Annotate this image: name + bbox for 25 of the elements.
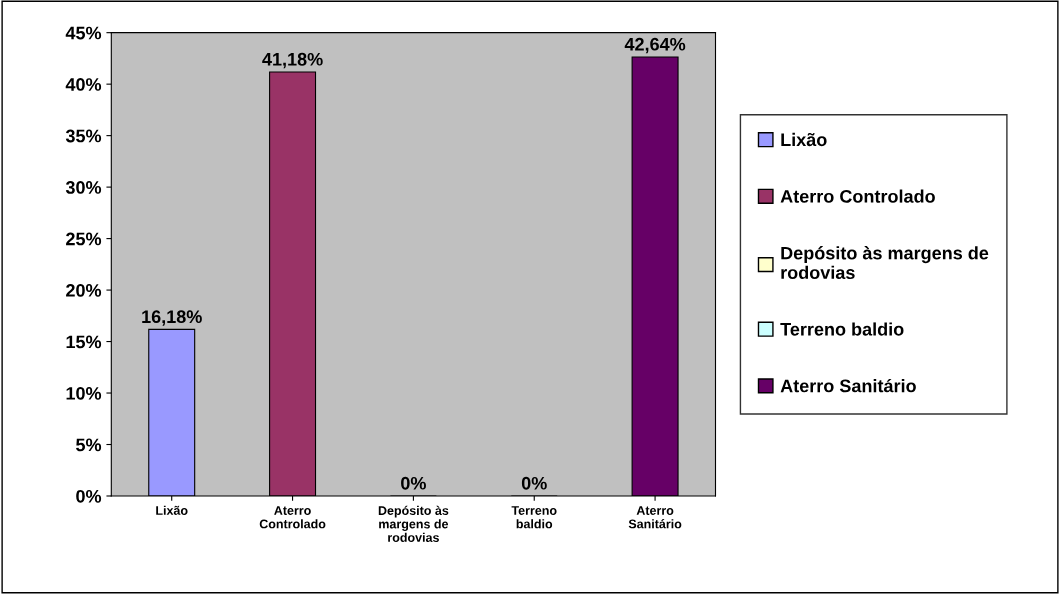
legend-label: Aterro Controlado — [780, 189, 935, 203]
legend-label: Terreno baldio — [780, 322, 904, 336]
x-tick-label: Aterro Sanitário — [628, 506, 682, 529]
y-tick-label: 10% — [66, 386, 102, 400]
data-label: 42,64% — [624, 37, 686, 54]
y-tick-label: 0% — [76, 489, 102, 503]
data-label: 16,18% — [142, 310, 202, 326]
data-label: 0% — [401, 476, 426, 490]
y-tick-label: 45% — [65, 26, 102, 40]
y-tick-label: 5% — [76, 438, 102, 452]
data-label: 41,18% — [262, 52, 323, 69]
y-tick-label: 35% — [65, 129, 102, 143]
y-tick-label: 40% — [65, 78, 102, 91]
y-tick-label: 25% — [66, 232, 102, 246]
x-tick-label: Aterro Controlado — [259, 506, 326, 529]
legend-label: Lixão — [781, 132, 827, 147]
legend-label: Depósito às margens de rodovias — [781, 246, 989, 280]
y-tick-label: 15% — [66, 335, 102, 349]
x-tick-label: Terreno baldio — [511, 506, 557, 529]
x-tick-label: Lixão — [156, 505, 188, 515]
y-tick-label: 20% — [66, 284, 102, 297]
x-tick-label: Depósito às margens de rodovias — [378, 505, 449, 542]
y-tick-label: 30% — [65, 181, 102, 194]
data-label: 0% — [521, 476, 547, 490]
legend-label: Aterro Sanitário — [780, 378, 916, 393]
